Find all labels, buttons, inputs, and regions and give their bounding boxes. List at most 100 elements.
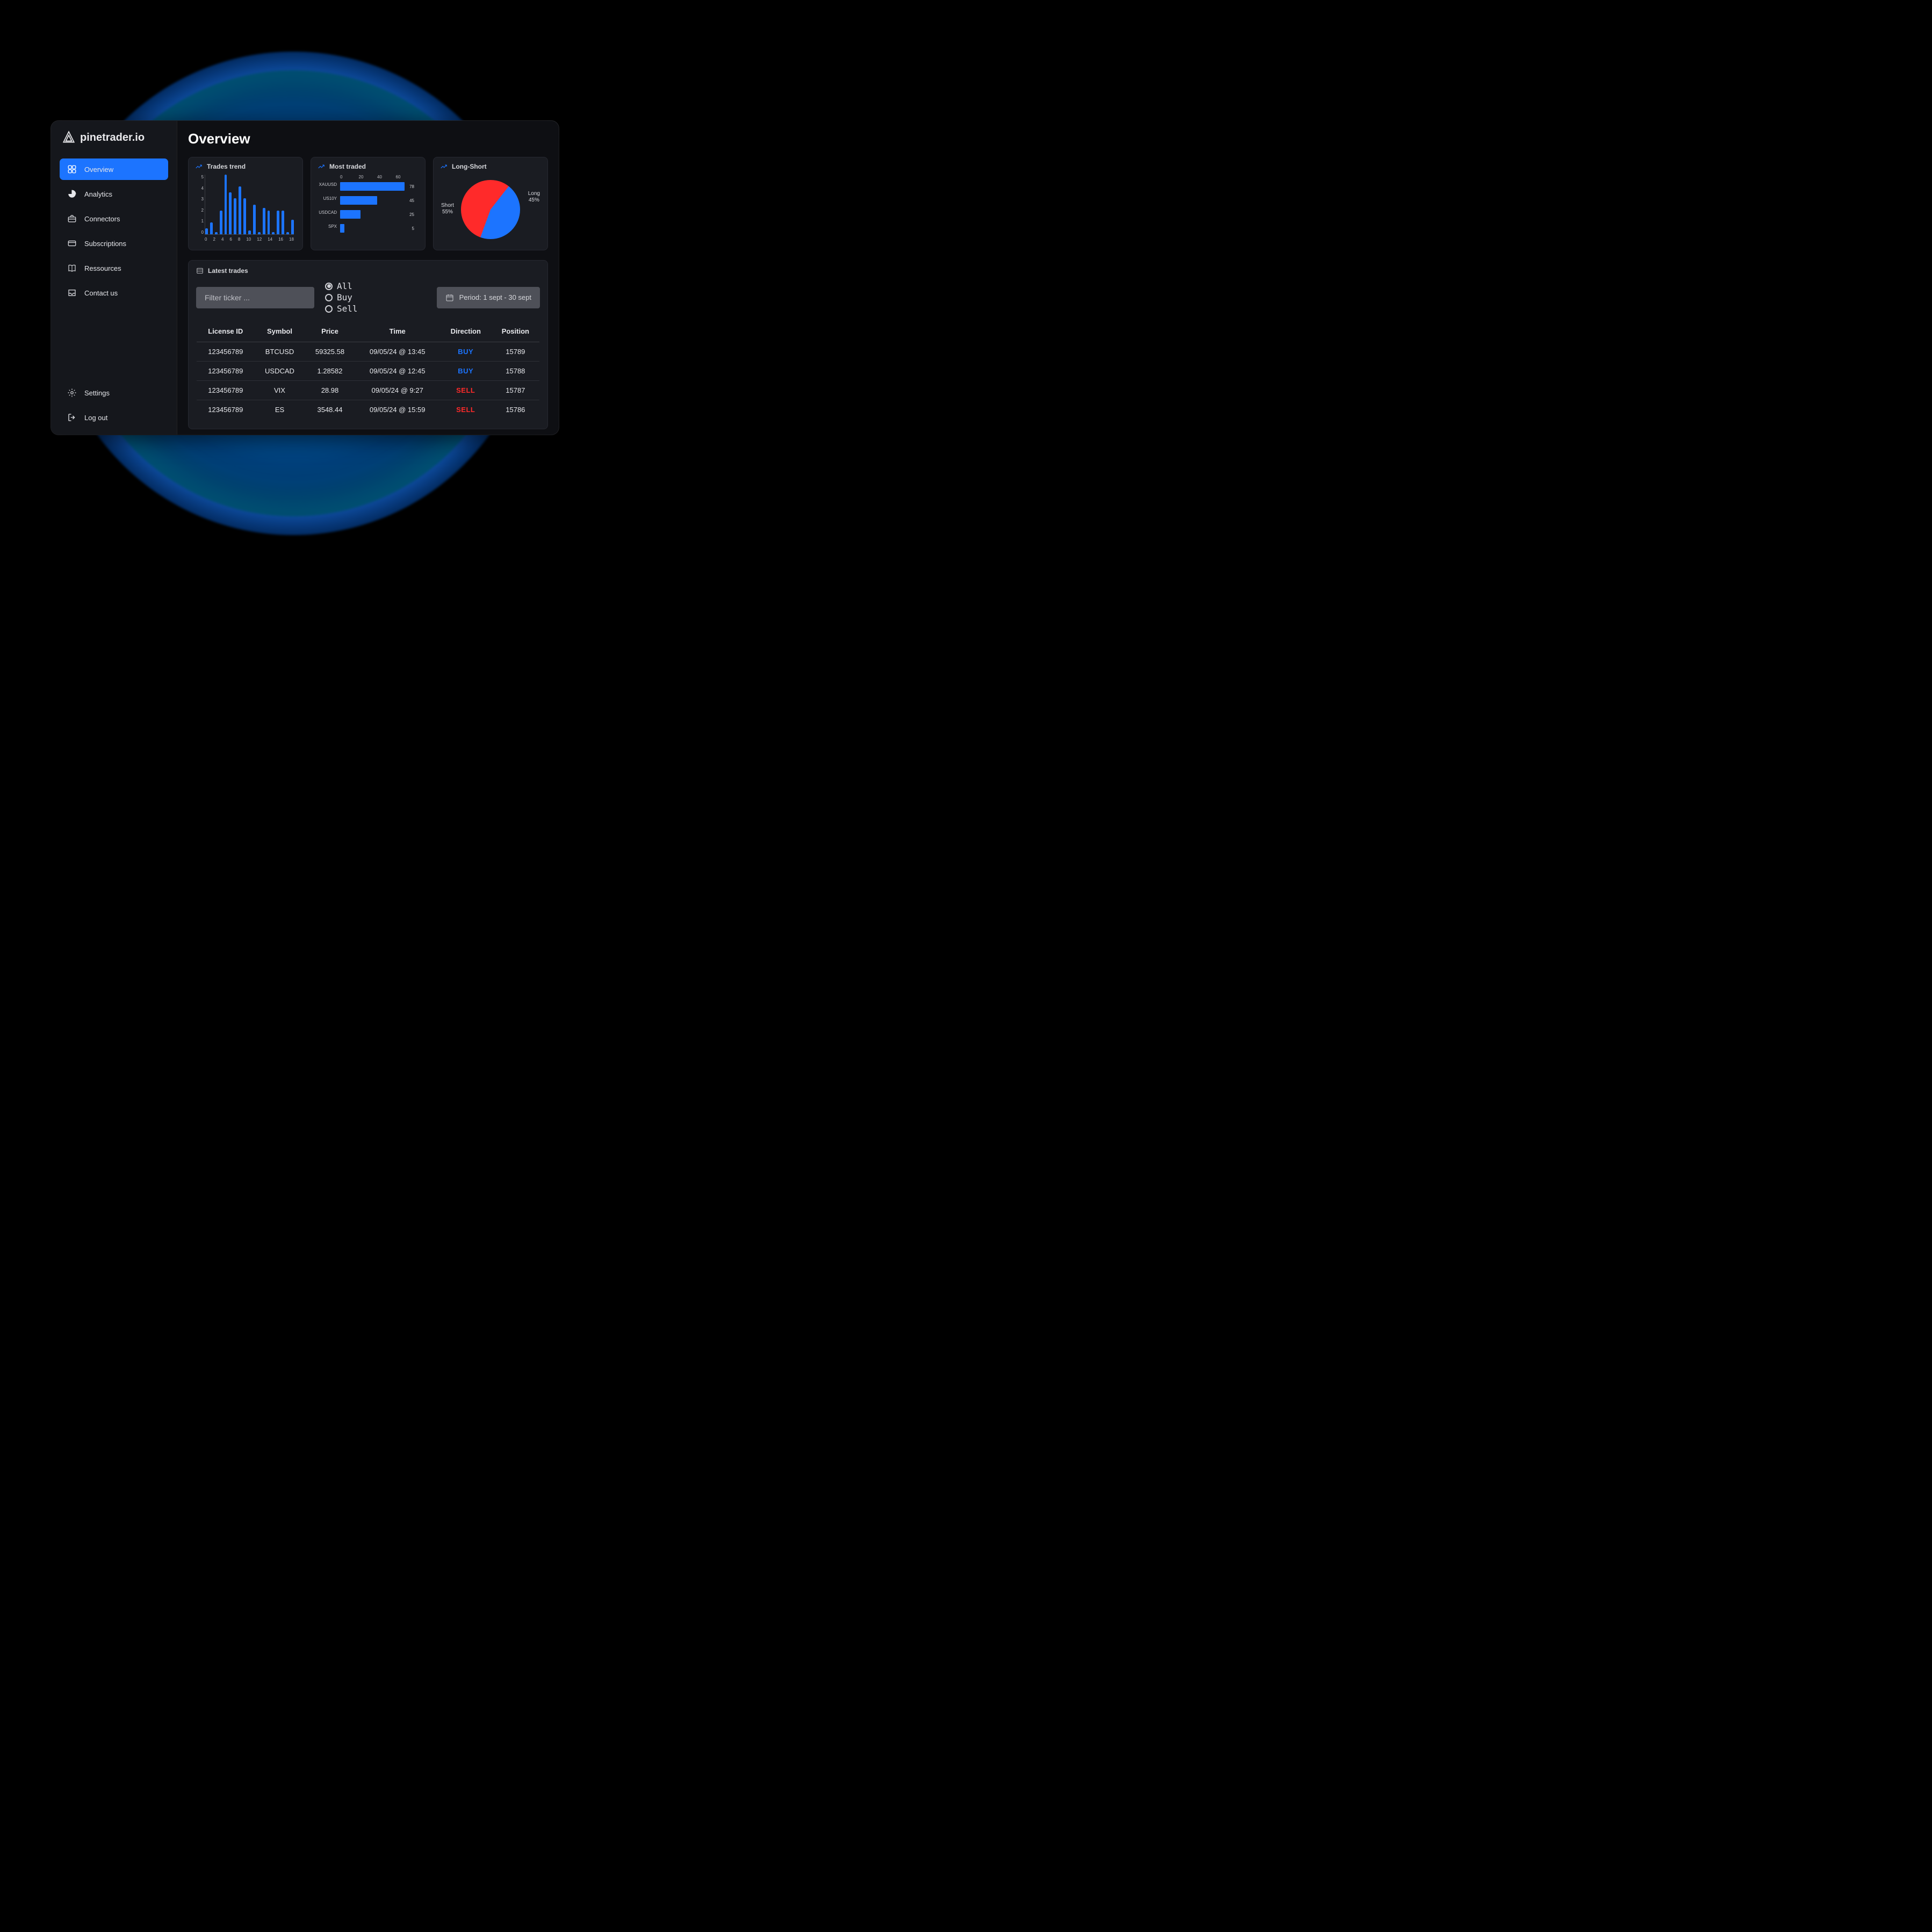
cell-position: 15788 — [492, 362, 540, 381]
trend-icon — [440, 163, 448, 170]
radio-label: All — [337, 281, 352, 291]
bar — [229, 192, 232, 234]
briefcase-icon — [67, 214, 77, 224]
bar — [243, 198, 246, 234]
cell-price: 28.98 — [305, 381, 355, 400]
cell-price: 59325.58 — [305, 342, 355, 362]
hbar-value: 45 — [409, 198, 414, 203]
card-icon — [67, 239, 77, 248]
bar-chart: 543210 024681012141618 — [195, 175, 296, 244]
table-row[interactable]: 123456789VIX28.9809/05/24 @ 9:27SELL1578… — [197, 381, 540, 400]
hbar — [340, 224, 344, 233]
brand[interactable]: pinetrader.io — [60, 131, 168, 145]
radio-sell[interactable]: Sell — [325, 304, 358, 314]
radio-buy[interactable]: Buy — [325, 292, 358, 302]
brand-logo-icon — [62, 131, 76, 145]
hbar-chart: 0204060 XAUUSD78US10Y45USDCAD25SPX5 — [318, 175, 419, 244]
sidebar-item-ressources[interactable]: Ressources — [60, 257, 168, 279]
cell-direction: SELL — [440, 400, 492, 420]
col-price[interactable]: Price — [305, 321, 355, 342]
col-symbol[interactable]: Symbol — [255, 321, 305, 342]
bar — [210, 222, 213, 234]
trend-icon — [318, 163, 325, 170]
main-content: Overview Trades trend 543210 02468101214… — [177, 121, 559, 435]
nav-label: Settings — [84, 389, 110, 397]
cell-symbol: USDCAD — [255, 362, 305, 381]
bar — [272, 232, 275, 234]
cell-license: 123456789 — [197, 400, 255, 420]
table-row[interactable]: 123456789ES3548.4409/05/24 @ 15:59SELL15… — [197, 400, 540, 420]
list-icon — [196, 267, 204, 275]
radio-all[interactable]: All — [325, 281, 358, 291]
cell-price: 3548.44 — [305, 400, 355, 420]
sidebar-item-analytics[interactable]: Analytics — [60, 183, 168, 205]
bar — [220, 211, 222, 234]
radio-label: Buy — [337, 292, 352, 302]
bar — [215, 232, 218, 234]
bar — [248, 230, 251, 234]
bar — [234, 198, 236, 234]
sidebar-item-subscriptions[interactable]: Subscriptions — [60, 233, 168, 254]
radio-dot-icon — [325, 283, 333, 290]
cell-time: 09/05/24 @ 9:27 — [355, 381, 440, 400]
radio-dot-icon — [325, 305, 333, 313]
page-title: Overview — [188, 131, 548, 147]
inbox-icon — [67, 288, 77, 298]
bar — [253, 205, 256, 235]
cell-license: 123456789 — [197, 362, 255, 381]
card-title: Latest trades — [208, 267, 248, 275]
nav-label: Ressources — [84, 264, 121, 272]
nav-label: Overview — [84, 165, 113, 174]
filter-ticker-input[interactable]: Filter ticker ... — [196, 287, 314, 308]
table-row[interactable]: 123456789BTCUSD59325.5809/05/24 @ 13:45B… — [197, 342, 540, 362]
nav-log-out[interactable]: Log out — [60, 407, 168, 428]
period-label: Period: 1 sept - 30 sept — [459, 293, 531, 301]
cell-symbol: BTCUSD — [255, 342, 305, 362]
trend-icon — [195, 163, 203, 170]
gear-icon — [67, 388, 77, 398]
grid-icon — [67, 164, 77, 174]
cell-direction: BUY — [440, 342, 492, 362]
table-controls: Filter ticker ... AllBuy Sell Period: 1 s… — [196, 281, 540, 314]
cell-position: 15787 — [492, 381, 540, 400]
sidebar-item-contact-us[interactable]: Contact us — [60, 282, 168, 304]
sidebar-item-connectors[interactable]: Connectors — [60, 208, 168, 229]
hbar — [340, 196, 377, 205]
hbar-value: 78 — [409, 184, 414, 189]
hbar-label: USDCAD — [315, 210, 337, 215]
card-trades-trend: Trades trend 543210 024681012141618 — [188, 157, 303, 250]
cell-time: 09/05/24 @ 13:45 — [355, 342, 440, 362]
trades-table: License IDSymbolPriceTimeDirectionPositi… — [196, 320, 540, 420]
col-time[interactable]: Time — [355, 321, 440, 342]
bar — [286, 232, 289, 234]
cell-position: 15786 — [492, 400, 540, 420]
nav-primary: Overview Analytics Connectors Subscriptions… — [60, 158, 168, 304]
hbar-value: 25 — [409, 212, 414, 217]
logout-icon — [67, 413, 77, 422]
pie-chart: Short55% Long45% — [440, 175, 541, 244]
cell-license: 123456789 — [197, 342, 255, 362]
cell-time: 09/05/24 @ 15:59 — [355, 400, 440, 420]
bar — [239, 186, 241, 234]
col-license-id[interactable]: License ID — [197, 321, 255, 342]
table-row[interactable]: 123456789USDCAD1.2858209/05/24 @ 12:45BU… — [197, 362, 540, 381]
cell-symbol: VIX — [255, 381, 305, 400]
period-picker[interactable]: Period: 1 sept - 30 sept — [437, 287, 540, 308]
hbar-value: 5 — [412, 226, 414, 231]
nav-settings[interactable]: Settings — [60, 382, 168, 403]
col-position[interactable]: Position — [492, 321, 540, 342]
cell-direction: BUY — [440, 362, 492, 381]
bar — [291, 220, 294, 234]
card-latest-trades: Latest trades Filter ticker ... AllBuy Se… — [188, 260, 548, 429]
brand-name: pinetrader.io — [80, 132, 145, 144]
nav-footer: Settings Log out — [60, 382, 168, 428]
cell-price: 1.28582 — [305, 362, 355, 381]
sidebar-item-overview[interactable]: Overview — [60, 158, 168, 180]
card-title: Trades trend — [207, 163, 246, 170]
col-direction[interactable]: Direction — [440, 321, 492, 342]
radio-dot-icon — [325, 294, 333, 301]
pie-label-short: Short55% — [441, 203, 454, 215]
bar — [263, 208, 265, 234]
hbar — [340, 182, 405, 191]
bar — [268, 211, 270, 234]
